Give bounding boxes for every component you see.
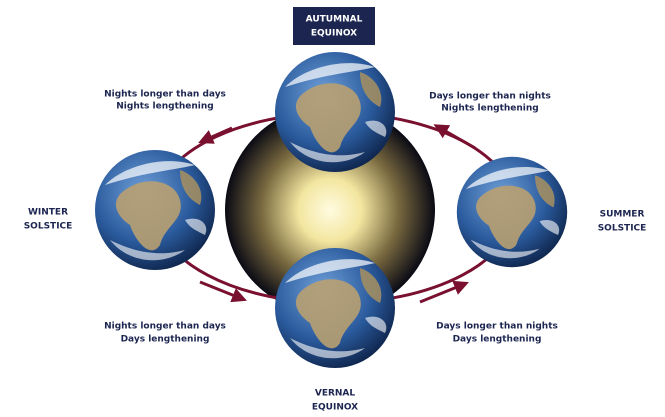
position-label: VERNAL xyxy=(315,389,356,399)
position-label: WINTER xyxy=(28,208,68,218)
transition-text: Days lengthening xyxy=(121,335,210,345)
transition-text: Nights longer than days xyxy=(104,90,226,100)
position-label: SOLSTICE xyxy=(24,222,73,232)
transition-text: Nights lengthening xyxy=(116,102,213,112)
position-label: AUTUMNAL xyxy=(306,15,363,25)
position-label: SOLSTICE xyxy=(598,224,647,234)
transition-text: Days longer than nights xyxy=(436,322,558,332)
earth xyxy=(456,156,568,268)
transition-text: Nights longer than days xyxy=(104,322,226,332)
arrow xyxy=(433,124,476,150)
arrow xyxy=(199,280,247,303)
position-label: SUMMER xyxy=(600,210,645,220)
arrow xyxy=(198,126,233,144)
position-label: EQUINOX xyxy=(311,29,357,39)
earth xyxy=(95,150,215,270)
earth xyxy=(275,52,395,172)
transition-text: Nights lengthening xyxy=(441,104,538,114)
sun xyxy=(225,105,435,315)
label-box xyxy=(293,7,375,45)
earth xyxy=(275,248,395,368)
position-label: EQUINOX xyxy=(312,403,358,413)
arrow xyxy=(419,280,469,304)
transition-text: Days lengthening xyxy=(453,335,542,345)
transition-text: Days longer than nights xyxy=(429,92,551,102)
